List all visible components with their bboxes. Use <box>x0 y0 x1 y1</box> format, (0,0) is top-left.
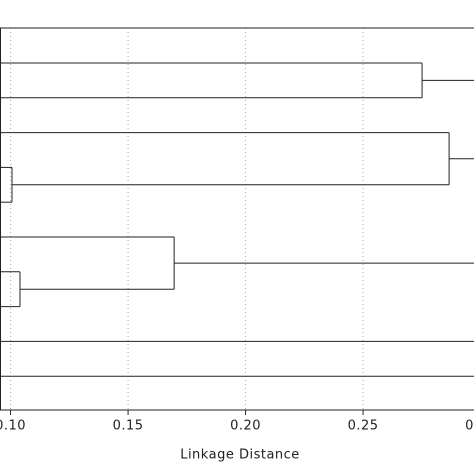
x-tick-label: 0.10 <box>0 419 26 434</box>
x-tick-label: 0.20 <box>230 419 261 434</box>
x-axis-label: Linkage Distance <box>180 448 300 463</box>
x-tick-label: 0.15 <box>113 419 144 434</box>
x-tick-label: 0.30 <box>465 419 474 434</box>
x-tick-label: 0.25 <box>348 419 379 434</box>
